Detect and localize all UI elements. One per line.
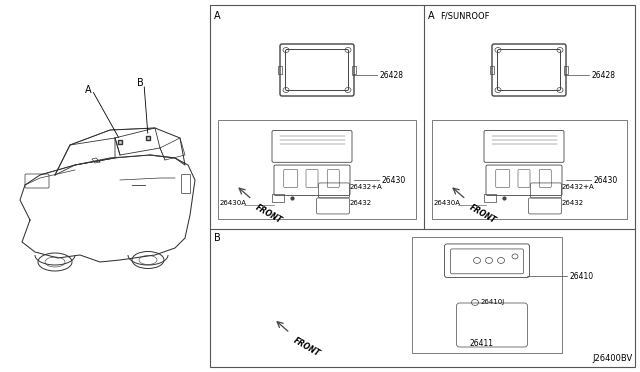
- Text: 26432+A: 26432+A: [562, 185, 595, 190]
- Text: 26411: 26411: [470, 339, 494, 347]
- Bar: [210, 5, 635, 367]
- Bar: [432, 120, 627, 219]
- Text: J26400BV: J26400BV: [593, 354, 633, 363]
- Text: 26410: 26410: [569, 272, 593, 281]
- Text: A: A: [214, 11, 221, 21]
- Bar: [483, 194, 495, 202]
- Text: B: B: [214, 234, 221, 243]
- Bar: [352, 66, 356, 74]
- Text: A: A: [84, 85, 92, 95]
- Bar: [271, 194, 284, 202]
- Text: 26430: 26430: [593, 176, 617, 185]
- Text: 26432: 26432: [562, 201, 584, 206]
- Text: 26430A: 26430A: [434, 200, 461, 206]
- Bar: [564, 66, 568, 74]
- Bar: [278, 66, 282, 74]
- Text: F/SUNROOF: F/SUNROOF: [440, 11, 490, 20]
- Text: B: B: [136, 78, 143, 88]
- Text: 26430A: 26430A: [220, 200, 247, 206]
- Text: FRONT: FRONT: [468, 202, 498, 225]
- Bar: [490, 66, 494, 74]
- Text: 26428: 26428: [379, 71, 403, 80]
- Text: 26430: 26430: [381, 176, 405, 185]
- Text: 26432: 26432: [350, 201, 372, 206]
- Text: 26410J: 26410J: [481, 299, 505, 305]
- Bar: [412, 237, 562, 353]
- Text: FRONT: FRONT: [254, 202, 284, 225]
- Text: A: A: [428, 11, 435, 21]
- Bar: [218, 120, 416, 219]
- Text: 26428: 26428: [591, 71, 615, 80]
- Text: FRONT: FRONT: [292, 336, 322, 358]
- Text: 26432+A: 26432+A: [350, 185, 383, 190]
